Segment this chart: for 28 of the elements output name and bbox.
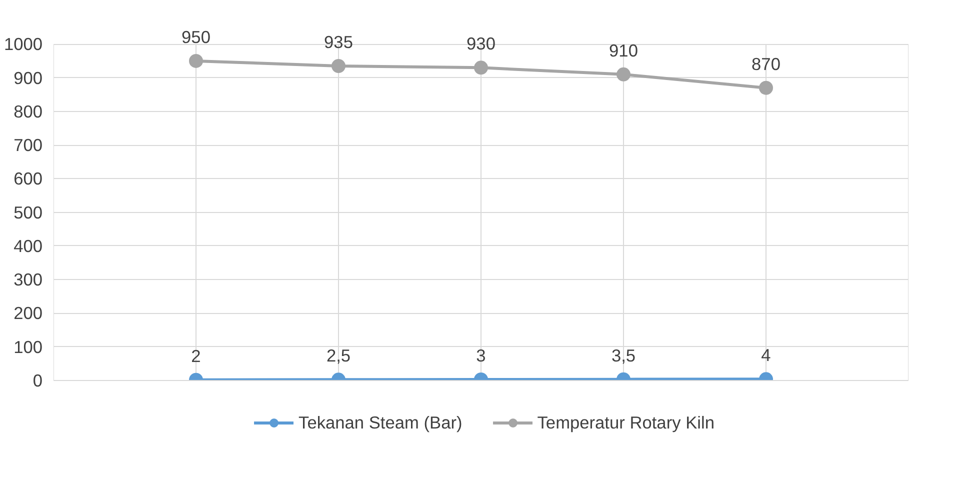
y-tick-label: 100	[14, 336, 43, 357]
legend-label: Tekanan Steam (Bar)	[298, 412, 462, 433]
y-tick-label: 1000	[4, 34, 43, 54]
y-tick-label: 500	[14, 202, 43, 222]
y-tick-label: 200	[14, 303, 43, 324]
y-tick-label: 0	[32, 370, 43, 390]
data-label: 870	[752, 54, 780, 74]
legend-label: Temperatur Rotary Kiln	[537, 412, 714, 433]
point	[474, 60, 488, 75]
point	[759, 80, 773, 95]
data-label: 910	[609, 40, 638, 60]
data-label: 3,5	[611, 345, 636, 366]
y-tick-label: 800	[14, 101, 43, 122]
y-tick-label: 400	[14, 236, 43, 256]
data-label: 2	[191, 346, 201, 366]
data-label: 2,5	[326, 346, 351, 366]
y-tick-label: 600	[14, 168, 43, 189]
data-label: 3	[476, 345, 486, 366]
point	[189, 54, 203, 68]
point	[332, 59, 346, 73]
data-label: 4	[761, 345, 772, 366]
data-label: 950	[182, 26, 210, 47]
y-tick-label: 900	[14, 68, 43, 88]
data-label: 930	[466, 34, 496, 54]
point	[616, 67, 630, 82]
y-tick-label: 700	[14, 135, 43, 156]
data-label: 935	[324, 32, 353, 52]
y-tick-label: 300	[14, 270, 43, 290]
